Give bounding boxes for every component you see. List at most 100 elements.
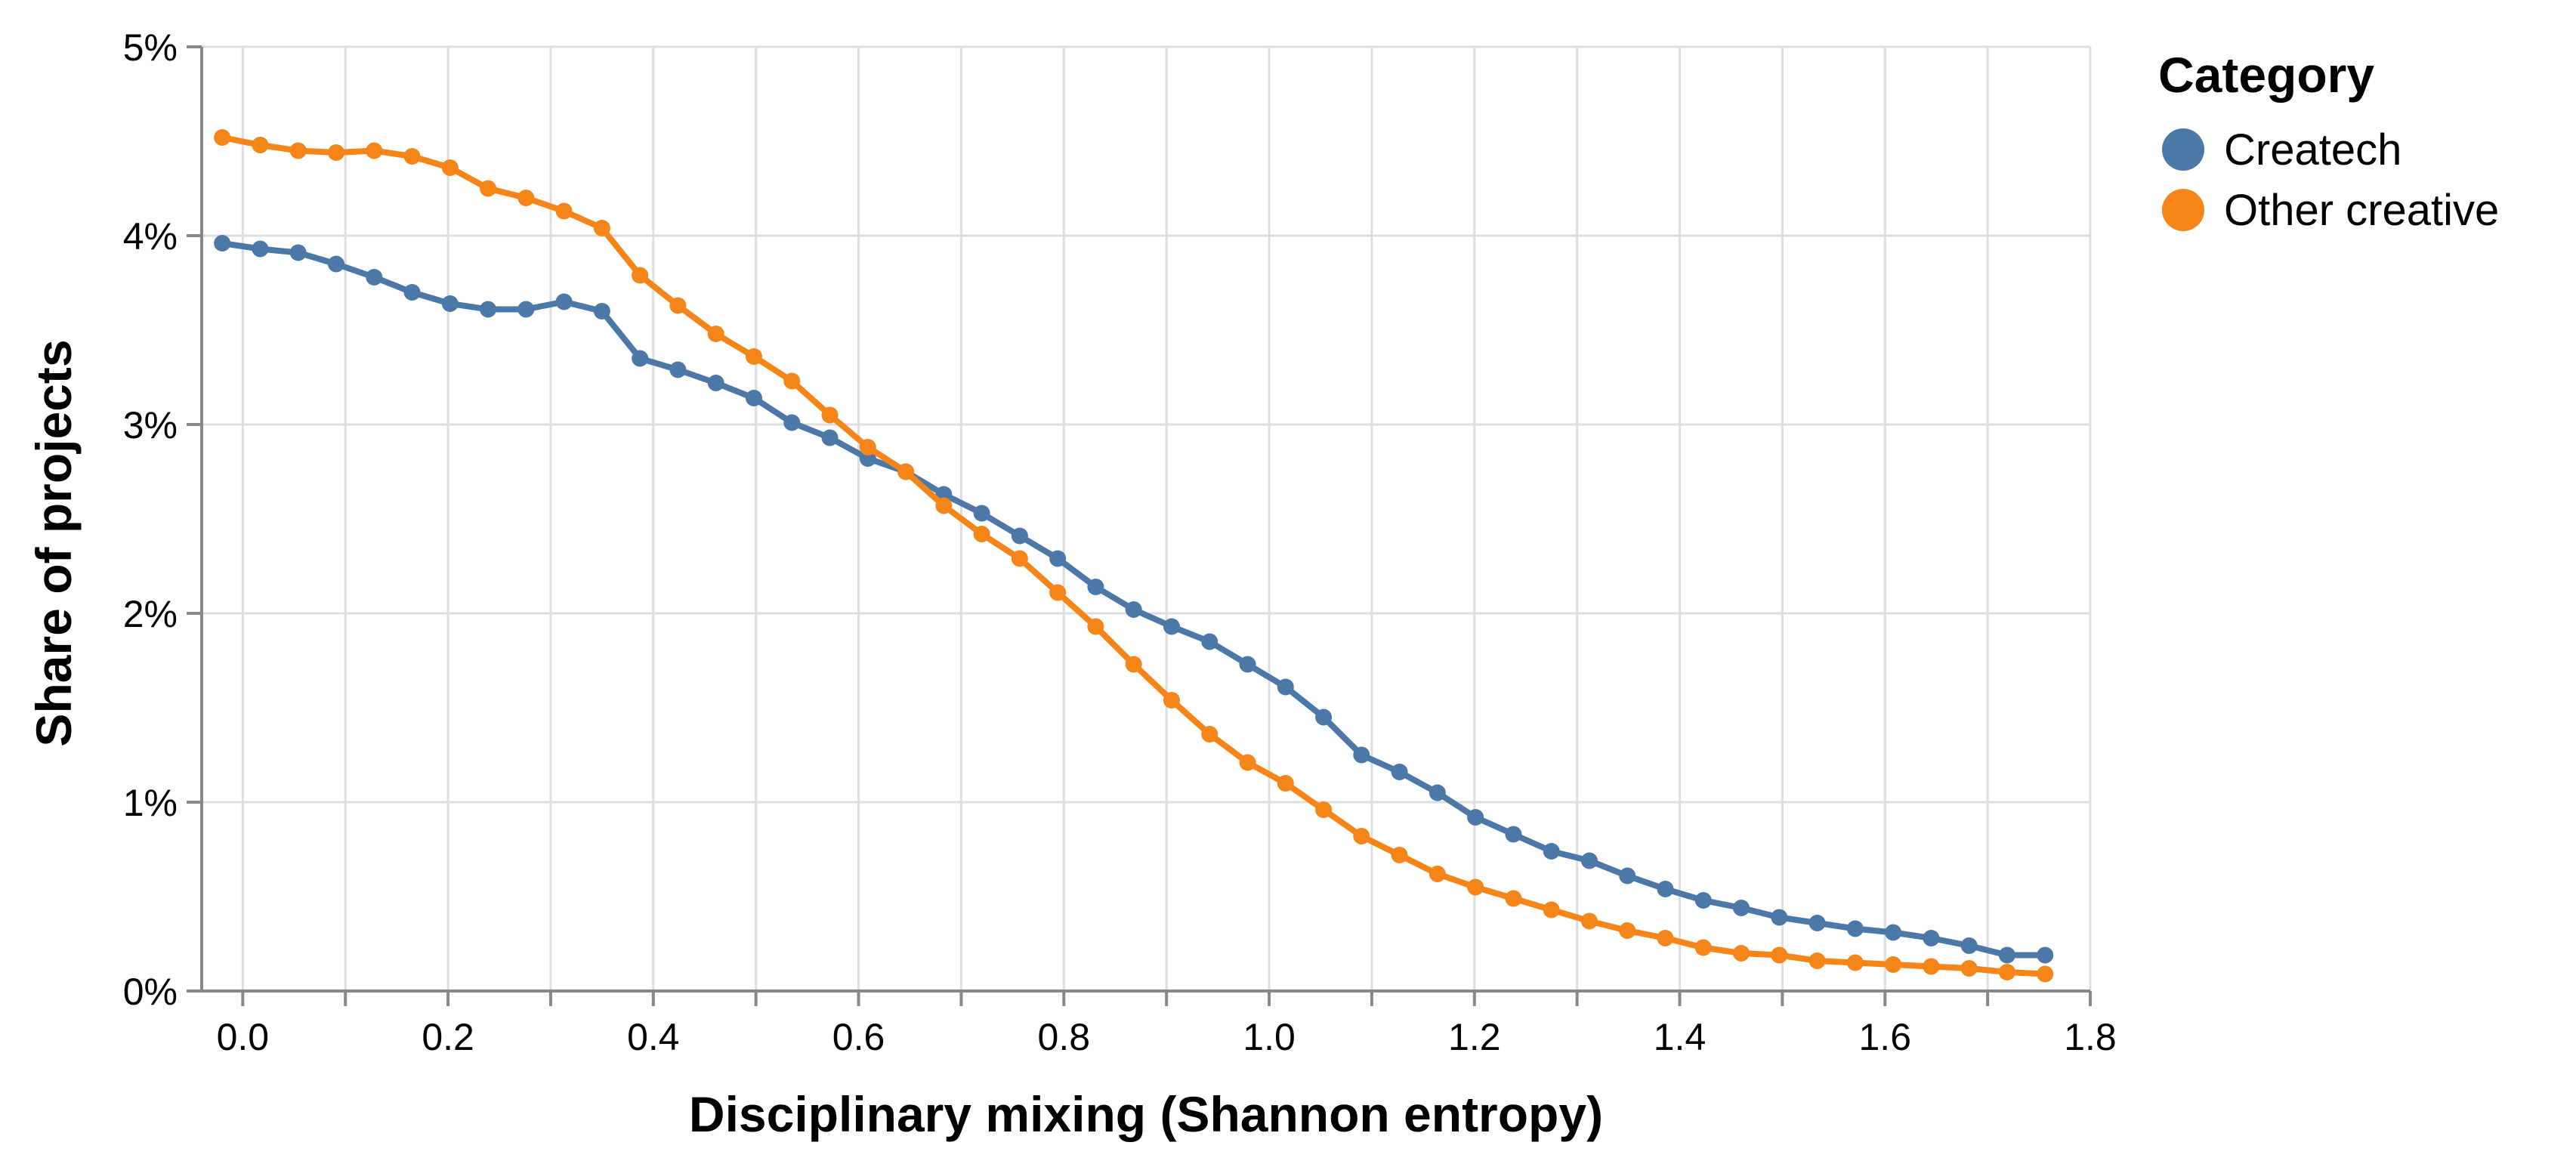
data-point	[366, 269, 383, 286]
data-point	[783, 414, 801, 431]
data-point	[2037, 965, 2054, 983]
x-tick-label: 1.8	[2064, 1016, 2117, 1058]
data-point	[1049, 584, 1067, 601]
data-point	[1011, 550, 1028, 567]
data-point	[1011, 527, 1028, 545]
y-axis-title: Share of projects	[26, 339, 82, 746]
data-point	[1960, 937, 1978, 954]
data-point	[821, 429, 839, 446]
data-point	[973, 505, 990, 522]
y-tick-label: 0%	[123, 971, 178, 1013]
data-point	[480, 180, 497, 197]
series-line-other-creative	[219, 134, 2049, 977]
data-point	[1125, 656, 1142, 673]
data-point	[555, 293, 573, 310]
data-point	[1694, 892, 1712, 909]
data-point	[252, 240, 269, 258]
data-point	[859, 439, 876, 455]
data-point	[327, 255, 344, 273]
data-point	[707, 375, 724, 391]
x-tick-label: 0.2	[422, 1016, 474, 1058]
data-point	[1163, 618, 1180, 635]
data-point	[1201, 633, 1219, 650]
data-point	[1239, 656, 1256, 673]
data-point	[1543, 901, 1560, 918]
data-point	[1163, 692, 1180, 709]
legend: Category Createch Other creative	[2158, 47, 2499, 235]
data-point	[441, 295, 459, 312]
data-point	[1467, 878, 1484, 896]
data-point	[2037, 946, 2054, 964]
data-point	[480, 301, 497, 318]
data-point	[1923, 930, 1940, 946]
data-point	[1315, 801, 1333, 818]
data-point	[327, 144, 344, 161]
data-point	[745, 390, 762, 406]
data-point	[252, 137, 269, 153]
data-point	[1619, 867, 1636, 885]
data-point	[897, 463, 915, 480]
data-point	[707, 326, 724, 342]
data-point	[783, 372, 801, 390]
grid	[202, 45, 2092, 993]
data-point	[632, 350, 649, 367]
legend-label: Createch	[2224, 125, 2401, 174]
x-tick-label: 1.0	[1243, 1016, 1296, 1058]
data-point	[1505, 826, 1522, 843]
data-point	[1277, 678, 1294, 696]
data-point	[1960, 960, 1978, 977]
data-point	[1808, 952, 1826, 969]
data-point	[1580, 912, 1598, 930]
data-point	[517, 301, 535, 318]
data-point	[669, 297, 687, 314]
x-tick-label: 0.6	[832, 1016, 885, 1058]
data-point	[745, 348, 762, 365]
data-point	[289, 142, 307, 159]
x-tick-label: 0.8	[1038, 1016, 1091, 1058]
data-point	[1771, 946, 1788, 964]
series-line-createch	[219, 240, 2049, 959]
data-point	[1239, 754, 1256, 771]
x-tick-label: 0.4	[627, 1016, 680, 1058]
data-point	[289, 244, 307, 261]
data-point	[1619, 922, 1636, 939]
data-point	[1049, 550, 1067, 567]
data-point	[1391, 764, 1408, 780]
data-point	[555, 202, 573, 220]
data-point	[1429, 784, 1446, 801]
data-point	[1657, 930, 1674, 946]
data-point	[366, 142, 383, 159]
data-point	[1733, 900, 1750, 916]
data-point	[1125, 601, 1142, 618]
legend-label: Other creative	[2224, 186, 2499, 235]
x-axis-title: Disciplinary mixing (Shannon entropy)	[689, 1086, 1603, 1142]
data-point	[1391, 847, 1408, 863]
legend-swatch	[2162, 189, 2204, 231]
data-point	[1543, 843, 1560, 860]
data-point	[517, 190, 535, 206]
data-point	[441, 159, 459, 176]
data-point	[593, 220, 610, 236]
data-point	[214, 129, 231, 146]
y-tick-label: 5%	[123, 26, 178, 69]
data-point	[1846, 920, 1864, 937]
x-tick-label: 1.6	[1859, 1016, 1912, 1058]
y-tick-label: 3%	[123, 404, 178, 446]
legend-title: Category	[2158, 47, 2374, 103]
data-point	[214, 235, 231, 252]
data-point	[669, 361, 687, 378]
data-point	[1087, 618, 1104, 635]
data-point	[403, 284, 421, 301]
data-point	[1846, 954, 1864, 971]
data-point	[1885, 956, 1902, 973]
x-tick-label: 1.2	[1448, 1016, 1501, 1058]
x-tick-label: 1.4	[1654, 1016, 1707, 1058]
data-point	[973, 526, 990, 542]
data-point	[1277, 775, 1294, 792]
y-tick-label: 4%	[123, 215, 178, 258]
data-point	[1429, 866, 1446, 882]
legend-swatch	[2162, 128, 2204, 171]
data-point	[1201, 726, 1219, 742]
data-point	[1467, 809, 1484, 826]
